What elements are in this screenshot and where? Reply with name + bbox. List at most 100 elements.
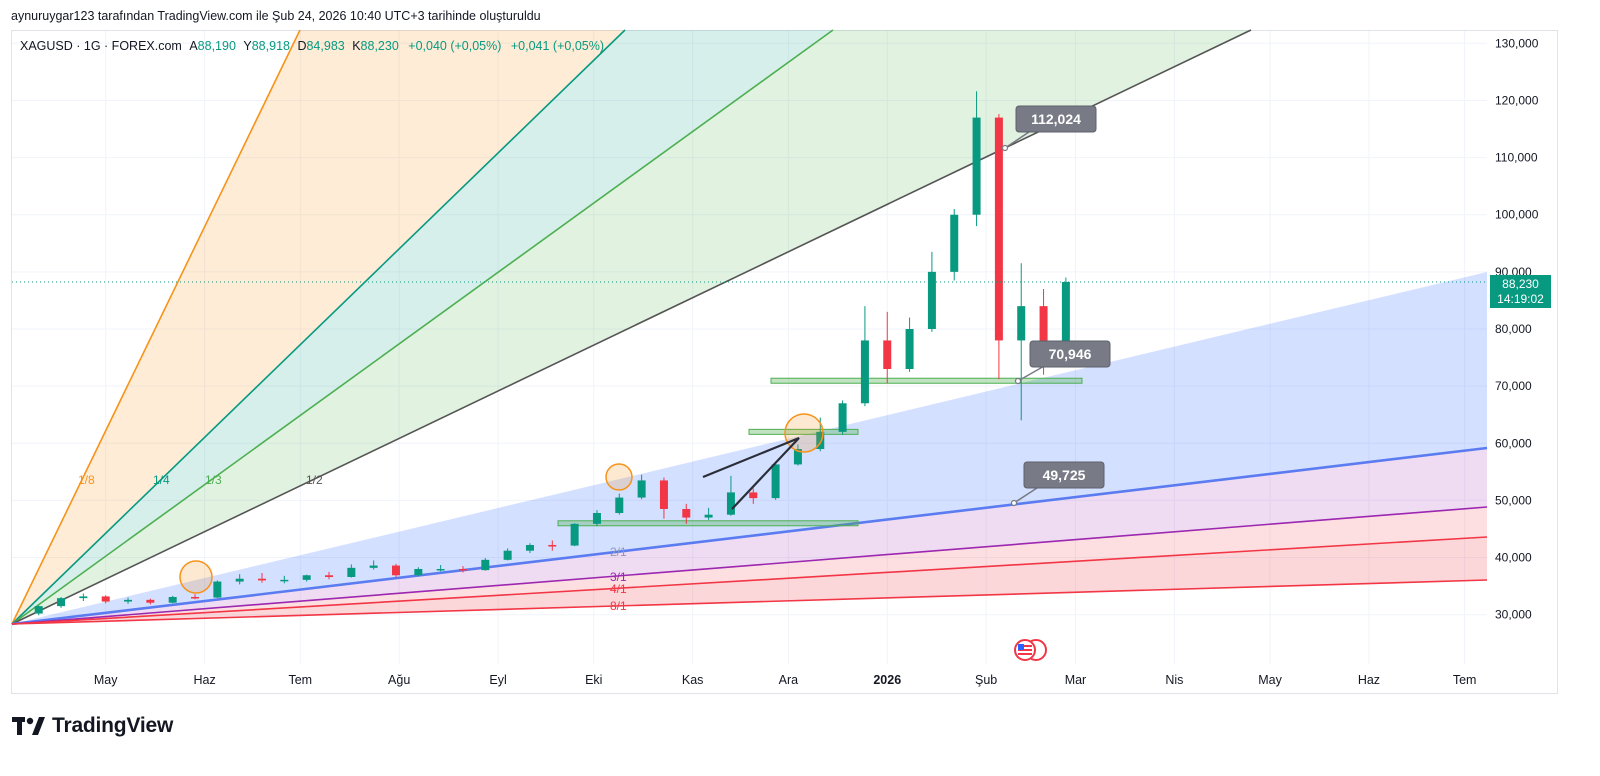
candle-body [659,480,668,509]
candle [749,488,758,504]
x-tick-label: Haz [193,673,215,687]
fan-fill-lower [12,272,1487,624]
fan-label-upper: 1/8 [78,473,95,487]
candle-body [280,579,289,582]
candle-body [525,544,534,551]
highlight-circle [179,560,213,594]
candle-body [615,497,624,513]
last-price-countdown: 14:19:02 [1497,292,1544,306]
candle-body [391,565,400,576]
price-callout: 70,946 [1014,340,1111,385]
candle [213,580,222,599]
candle-body [950,214,959,272]
x-tick-label: Kas [682,673,704,687]
tradingview-brand: TradingView [52,714,174,737]
candle-body [34,606,43,614]
trend-lines [702,436,800,510]
fan-ray [11,579,1488,625]
candle-body [994,117,1003,341]
y-tick-label: 80,000 [1495,322,1532,336]
fan-ray [11,29,301,625]
support-zone [770,377,1083,384]
candle-body [258,578,267,581]
x-tick-label: Haz [1358,673,1380,687]
candle [905,317,914,372]
x-tick-label: 2026 [873,673,901,687]
candle [525,543,534,553]
x-tick-label: Nis [1165,673,1183,687]
callout-label: 70,946 [1049,346,1092,362]
fan-ray [11,536,1488,625]
candle-body [414,568,423,576]
candle [972,91,981,227]
x-tick-label: May [1258,673,1282,687]
candle [101,595,110,604]
candle-body [369,565,378,568]
candle [391,563,400,578]
candle-body [124,599,133,602]
fan-ray [11,446,1488,626]
close-value: 88,230 [360,39,399,53]
chart-caption: aynuruygar123 tarafından TradingView.com… [11,9,541,23]
candle [414,567,423,577]
us-flag-icon[interactable] [1012,639,1048,661]
candle [570,523,579,547]
candle [79,593,88,601]
callout-pointer [1013,485,1041,504]
candle [592,510,601,527]
support-zone [748,428,859,435]
highlight-circle [605,463,633,491]
candle [325,571,333,580]
candle-body [838,403,847,432]
symbol-name[interactable]: XAGUSD · 1G · FOREX.com [20,39,182,53]
candle [458,566,467,573]
candle [481,558,490,571]
price-axis: 30,00040,00050,00060,00070,00080,00090,0… [1495,36,1539,621]
fan-label-lower: 4/1 [610,582,627,596]
candle-body [325,575,333,577]
candle-body [860,340,869,404]
callout-box [1015,105,1097,133]
candle-body [168,596,177,603]
fan-ray [11,29,626,625]
candle [548,540,557,551]
candle-body [682,508,691,518]
x-tick-label: Eki [585,673,602,687]
last-price-value: 88,230 [1502,277,1539,291]
change-abs: +0,040 (+0,05%) [408,39,502,53]
candle [191,594,200,600]
candle-body [302,575,311,580]
candle-body [1039,306,1048,349]
price-callout: 49,725 [1010,461,1105,507]
x-tick-label: May [94,673,118,687]
candle-body [481,559,490,571]
candle [793,444,802,466]
candle [704,507,713,520]
callout-box [1023,461,1105,489]
candle [883,311,892,384]
candle-body [436,568,445,571]
candle-body [503,550,512,560]
gann-fan: 1/8 1/4 1/3 1/2 2/1 3/14/1 8/1 [11,29,1488,626]
candle-body [883,340,892,369]
candle [503,548,512,561]
candle-body [101,596,110,602]
candle-body [570,523,579,546]
tradingview-logo[interactable]: TradingView [12,714,173,738]
candle-body [726,492,735,515]
candle [347,564,356,578]
y-tick-label: 30,000 [1495,608,1532,622]
candle-body [793,448,802,465]
last-price-tag: 88,230 14:19:02 [1490,275,1551,308]
candle [950,209,959,281]
time-axis: May Haz Tem Ağu Eyl Eki Kas Ara 2026 Şub Mar Nis May… [94,673,1477,687]
candle [258,572,267,583]
candle [57,596,66,608]
candle [860,306,869,407]
fan-label-lower: 8/1 [610,599,627,613]
callout-pointer [1004,129,1033,149]
candle [124,597,133,604]
candle [436,564,445,572]
candle [838,400,847,435]
